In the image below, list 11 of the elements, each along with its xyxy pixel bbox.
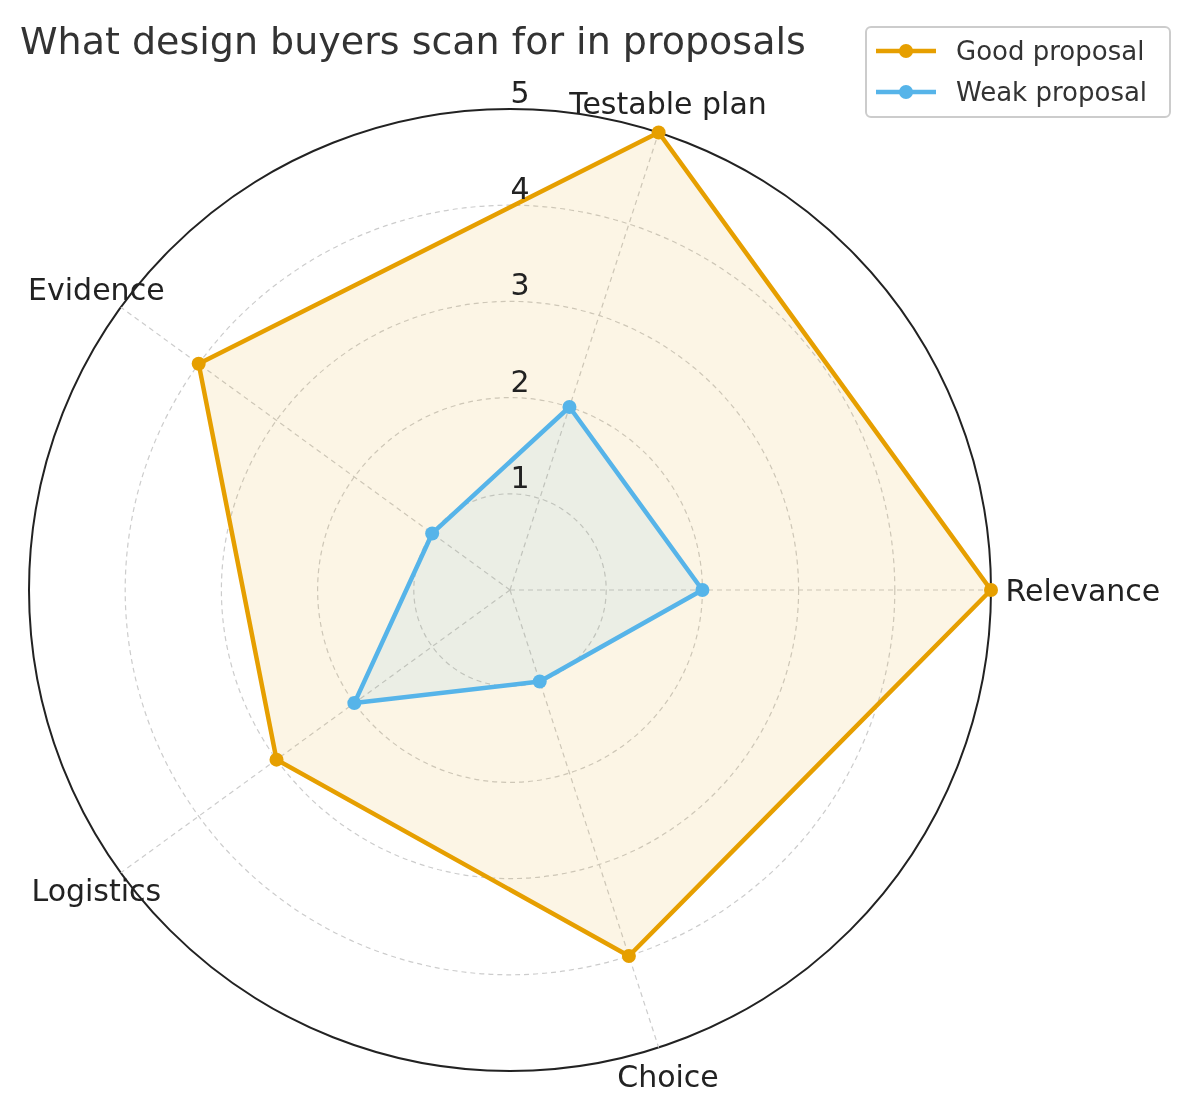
spoke-label: Choice bbox=[617, 1058, 719, 1094]
y-tick-label: 1 bbox=[510, 459, 530, 495]
spoke-label: Relevance bbox=[1005, 572, 1161, 608]
y-tick-label: 4 bbox=[510, 171, 530, 207]
legend-label: Good proposal bbox=[956, 36, 1145, 67]
y-tick-label: 5 bbox=[510, 75, 530, 110]
spoke-label: Testable plan bbox=[568, 86, 767, 122]
legend-label: Weak proposal bbox=[956, 77, 1148, 108]
y-tick-label: 2 bbox=[510, 363, 530, 399]
y-tick-label: 3 bbox=[510, 267, 530, 303]
chart-title: What design buyers scan for in proposals bbox=[20, 19, 806, 63]
